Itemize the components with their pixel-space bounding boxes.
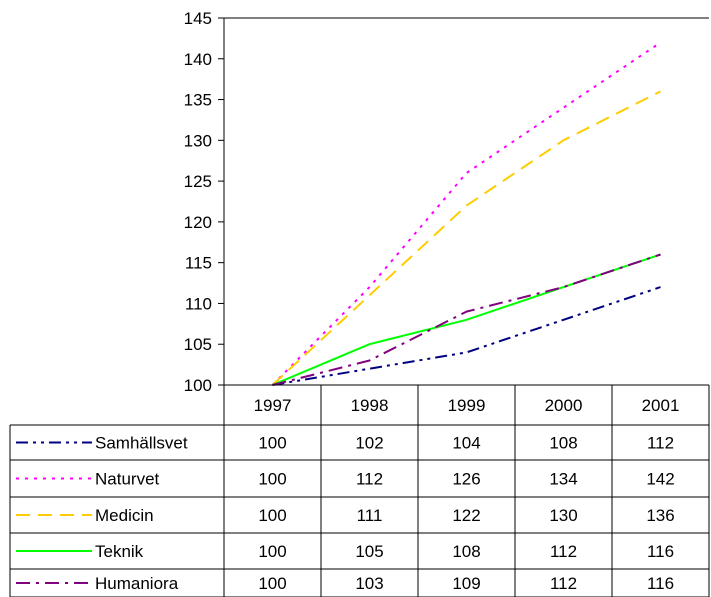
y-tick-label: 140	[184, 50, 212, 69]
data-label: 116	[647, 542, 674, 561]
x-category-label: 1997	[254, 396, 292, 415]
data-label: 100	[258, 434, 286, 453]
series-line-medicin	[271, 90, 661, 386]
data-label: 112	[550, 542, 577, 561]
x-category-label: 1999	[448, 396, 486, 415]
data-label: 100	[258, 470, 286, 489]
x-category-label: 1998	[351, 396, 389, 415]
data-label: 136	[646, 506, 674, 525]
y-tick-label: 120	[184, 213, 212, 232]
data-label: 108	[549, 434, 577, 453]
data-label: 112	[356, 470, 383, 489]
data-label: 100	[258, 574, 286, 593]
data-table: 1997 1998 1999 2000 2001 Samhällsvet 100 102 104…	[9, 384, 710, 597]
series-line-teknik	[272, 253, 661, 386]
data-label: 126	[452, 470, 480, 489]
data-label: 104	[452, 434, 480, 453]
y-tick-label: 145	[184, 9, 212, 28]
data-label: 100	[258, 542, 286, 561]
data-label: 116	[647, 574, 674, 593]
data-label: 112	[647, 434, 674, 453]
y-tick-label: 110	[185, 294, 212, 313]
x-category-label: 2001	[642, 396, 680, 415]
y-tick-label: 130	[184, 131, 212, 150]
legend-label: Teknik	[95, 542, 144, 561]
y-tick-label: 105	[184, 335, 212, 354]
data-label: 100	[258, 506, 286, 525]
data-label: 112	[550, 574, 577, 593]
data-label: 102	[355, 434, 383, 453]
series-lines	[271, 41, 662, 386]
series-line-naturvet	[271, 41, 662, 386]
y-axis: 100 105 110 115 120 125 130 135 140 145	[184, 9, 709, 395]
data-label: 103	[355, 574, 383, 593]
y-tick-label: 135	[184, 91, 212, 110]
series-line-samhällsvet	[272, 286, 661, 386]
y-tick-label: 115	[185, 254, 212, 273]
data-label: 111	[357, 506, 383, 525]
legend-label: Medicin	[95, 506, 154, 525]
data-label: 109	[452, 574, 480, 593]
data-label: 122	[452, 506, 480, 525]
data-label: 130	[549, 506, 577, 525]
legend-label: Humaniora	[95, 574, 179, 593]
x-category-label: 2000	[545, 396, 583, 415]
legend-label: Samhällsvet	[95, 434, 188, 453]
legend-label: Naturvet	[95, 470, 160, 489]
y-tick-label: 125	[184, 172, 212, 191]
series-line-humaniora	[272, 253, 661, 386]
data-label: 134	[549, 470, 577, 489]
y-tick-label: 100	[184, 376, 212, 395]
data-label: 105	[355, 542, 383, 561]
data-label: 142	[646, 470, 674, 489]
data-label: 108	[452, 542, 480, 561]
